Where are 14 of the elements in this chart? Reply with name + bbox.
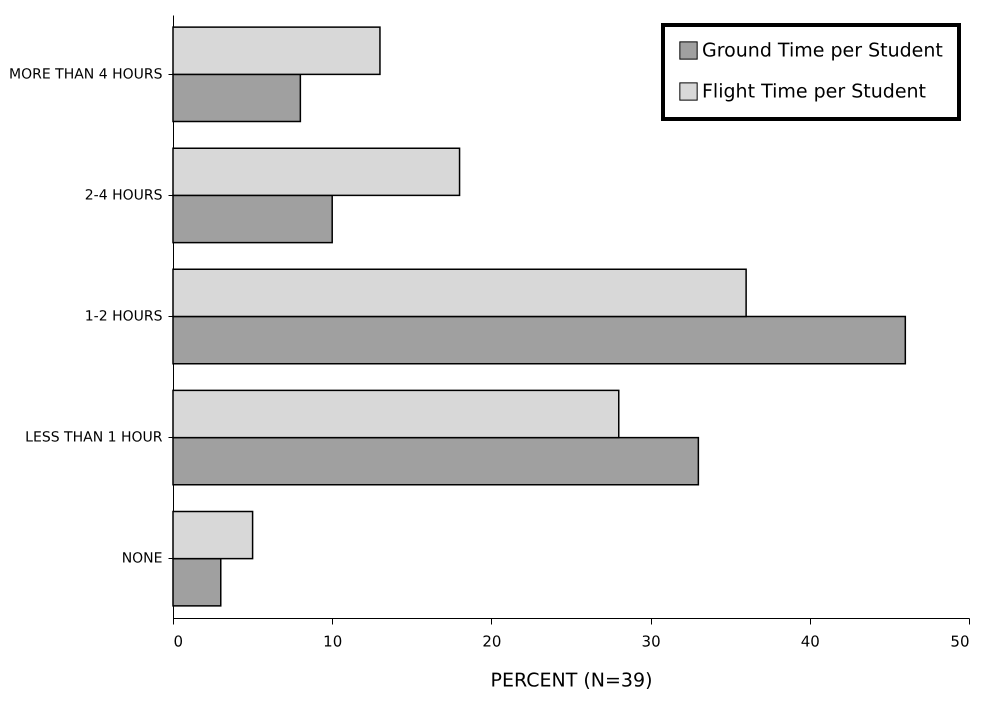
legend-label: Flight Time per Student [702, 80, 926, 102]
x-tick-label: 30 [642, 632, 661, 650]
legend-label: Ground Time per Student [702, 40, 943, 62]
x-tick-label: 0 [174, 632, 184, 650]
x-tick-label: 10 [323, 632, 342, 650]
x-tick-label: 40 [800, 632, 820, 650]
x-tick-label: 50 [950, 632, 970, 650]
y-tick-label: NONE [122, 550, 162, 567]
y-tick-label: LESS THAN 1 HOUR [25, 430, 163, 446]
x-tick-label: 20 [482, 632, 502, 650]
y-tick-label: MORE THAN 4 HOURS [9, 66, 163, 82]
y-tick-label: 2-4 HOURS [84, 187, 163, 204]
y-tick-label: 1-2 HOURS [84, 308, 163, 324]
x-axis-title: PERCENT (N=39) [490, 670, 652, 692]
